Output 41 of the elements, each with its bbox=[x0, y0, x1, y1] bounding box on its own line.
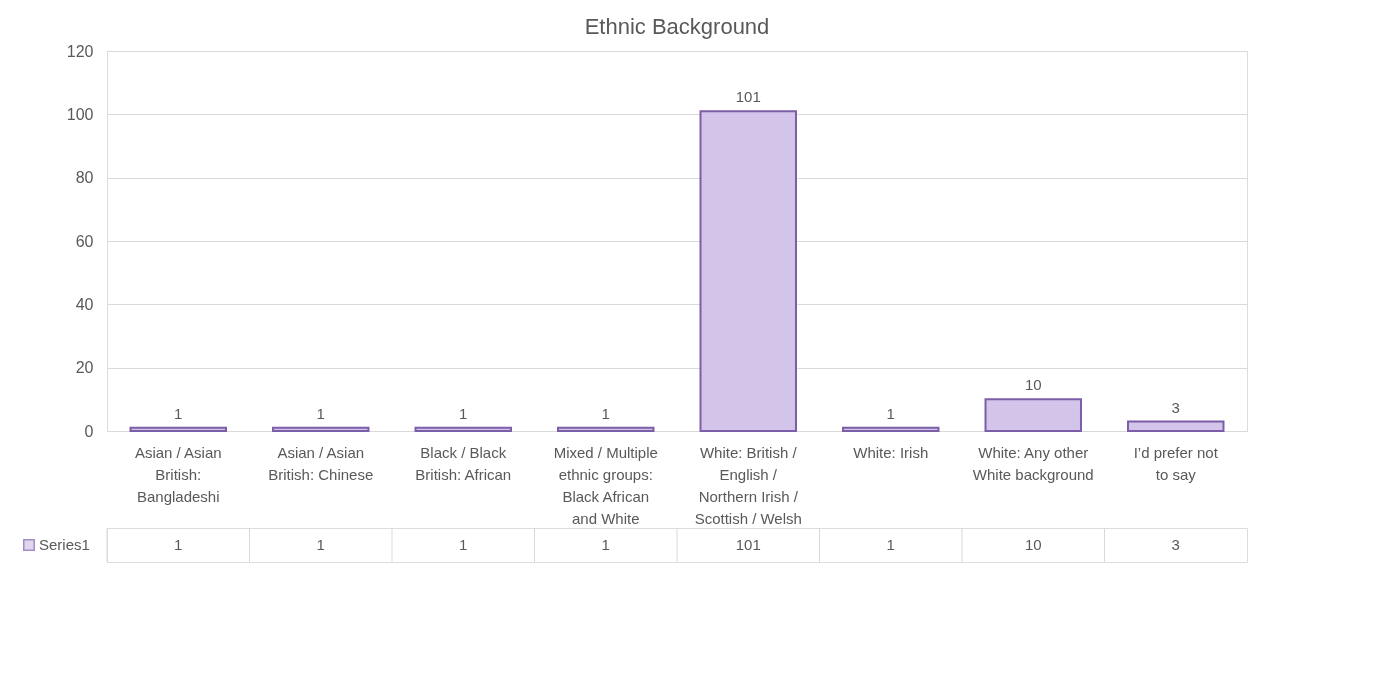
data-label: 1 bbox=[459, 536, 468, 553]
legend-label: Series1 bbox=[39, 536, 90, 553]
text: 3 bbox=[1171, 398, 1180, 416]
data-label: 3 bbox=[1171, 536, 1180, 553]
bar bbox=[557, 426, 655, 432]
x-tick-label: Black / Black British: African bbox=[415, 443, 512, 483]
y-tick-label: 0 bbox=[84, 422, 94, 440]
data-label: 1 bbox=[886, 536, 895, 553]
x-tick-label: White: British / English / Northern Irish / Scottish / Welsh bbox=[694, 443, 802, 527]
data-label: 1 bbox=[316, 536, 325, 553]
y-tick-label: 120 bbox=[66, 42, 94, 60]
x-tick-label: White: Any other White background bbox=[972, 443, 1094, 483]
y-tick-label: 100 bbox=[66, 105, 94, 123]
x-tick-label: Asian / Asian British: Bangladeshi bbox=[134, 443, 222, 505]
y-tick-label: 60 bbox=[75, 232, 94, 250]
data-label: 101 bbox=[735, 536, 761, 553]
text: 1 bbox=[459, 404, 468, 422]
x-tick-label: I’d prefer not to say bbox=[1133, 443, 1219, 483]
text: 1 bbox=[316, 404, 325, 422]
bar bbox=[272, 426, 370, 432]
data-label: 10 bbox=[1024, 536, 1042, 553]
x-tick-label: Mixed / Multiple ethnic groups: Black African and White bbox=[553, 443, 658, 527]
text: 10 bbox=[1024, 376, 1042, 394]
text: 1 bbox=[601, 404, 610, 422]
chart-title: Ethnic Background bbox=[584, 14, 770, 39]
text: 1 bbox=[174, 404, 183, 422]
bar bbox=[842, 426, 940, 432]
text: 101 bbox=[735, 88, 761, 106]
y-tick-label: 20 bbox=[75, 359, 94, 377]
bar bbox=[1127, 420, 1225, 432]
data-label: 1 bbox=[174, 536, 183, 553]
data-label: 1 bbox=[601, 536, 610, 553]
x-tick-label: White: Irish bbox=[853, 443, 929, 461]
y-tick-label: 80 bbox=[75, 169, 94, 187]
x-tick-label: Asian / Asian British: Chinese bbox=[268, 443, 374, 483]
bar bbox=[129, 426, 227, 432]
bar bbox=[414, 426, 512, 432]
text: 1 bbox=[886, 404, 895, 422]
bar bbox=[699, 110, 797, 432]
bar bbox=[984, 398, 1082, 432]
y-tick-label: 40 bbox=[75, 295, 94, 313]
